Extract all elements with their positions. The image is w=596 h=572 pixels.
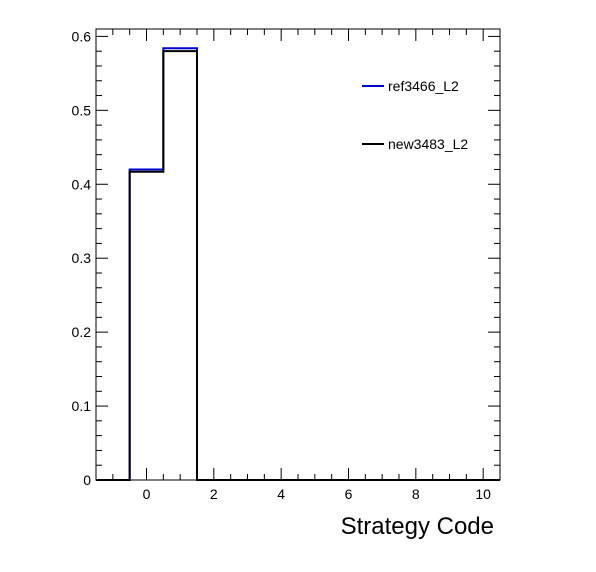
- y-tick-label: 0.6: [72, 28, 92, 44]
- x-tick-label: 0: [143, 486, 151, 502]
- y-tick-label: 0.3: [72, 250, 92, 266]
- y-tick-label: 0.4: [72, 176, 92, 192]
- plot-frame: [95, 28, 501, 481]
- legend-label-0: ref3466_L2: [388, 78, 459, 94]
- x-axis-title: Strategy Code: [341, 513, 494, 540]
- y-tick-label: 0.2: [72, 324, 92, 340]
- tick-labels: 0 2 4 6 8 10 0 0.1 0.2 0.3 0.4 0.5 0.6: [72, 28, 492, 502]
- x-tick-label: 10: [475, 486, 491, 502]
- legend: ref3466_L2 new3483_L2: [362, 78, 468, 152]
- x-tick-label: 2: [210, 486, 218, 502]
- series-0-outline: [96, 47, 500, 481]
- y-tick-label: 0.1: [72, 398, 92, 414]
- x-tick-label: 6: [345, 486, 353, 502]
- x-tick-label: 4: [277, 486, 285, 502]
- y-tick-label: 0.5: [72, 102, 92, 118]
- legend-label-1: new3483_L2: [388, 136, 468, 152]
- histogram-layer: [96, 47, 500, 481]
- axis-ticks: [95, 29, 501, 481]
- series-1-outline: [96, 50, 500, 481]
- y-tick-label: 0: [83, 472, 91, 488]
- x-tick-label: 8: [412, 486, 420, 502]
